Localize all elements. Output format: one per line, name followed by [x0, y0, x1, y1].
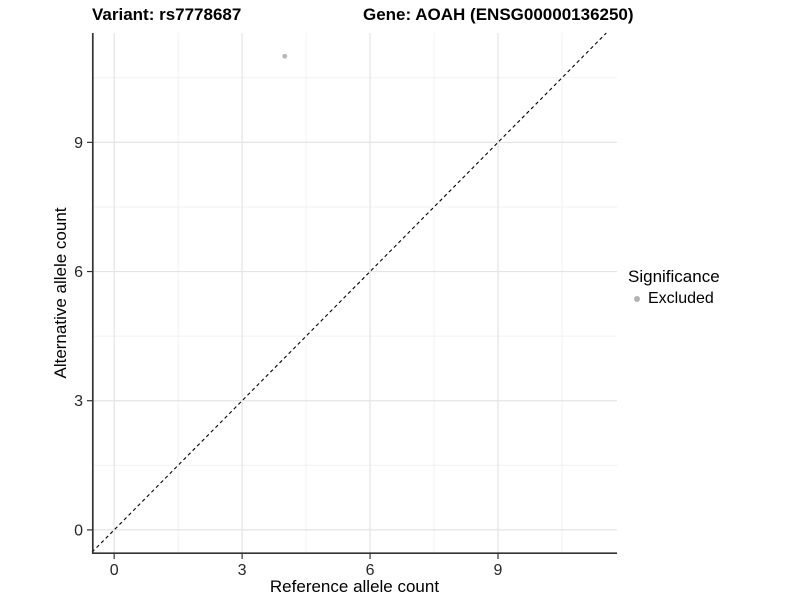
plot-panel: 0 3 6 9 0 3 6 9	[74, 32, 617, 579]
data-point	[282, 53, 288, 59]
legend-item-label: Excluded	[648, 290, 714, 307]
identity-reference-line	[91, 32, 607, 553]
legend-title: Significance	[628, 267, 720, 286]
legend-point-icon	[634, 296, 640, 302]
x-tick-label: 3	[238, 562, 247, 579]
plot-title-gene: Gene: AOAH (ENSG00000136250)	[363, 5, 634, 24]
plot-title-variant: Variant: rs7778687	[92, 5, 242, 24]
legend-item-excluded: Excluded	[628, 290, 720, 308]
y-axis-title: Alternative allele count	[51, 207, 70, 379]
x-axis-title: Reference allele count	[269, 577, 440, 596]
y-tick-label: 6	[74, 264, 83, 281]
x-tick-label: 0	[110, 562, 119, 579]
y-tick-label: 3	[74, 393, 83, 410]
x-tick-label: 6	[366, 562, 375, 579]
y-tick-label: 9	[74, 135, 83, 152]
y-tick-label: 0	[74, 522, 83, 539]
legend: Significance Excluded	[628, 266, 720, 308]
x-tick-label: 9	[494, 562, 503, 579]
